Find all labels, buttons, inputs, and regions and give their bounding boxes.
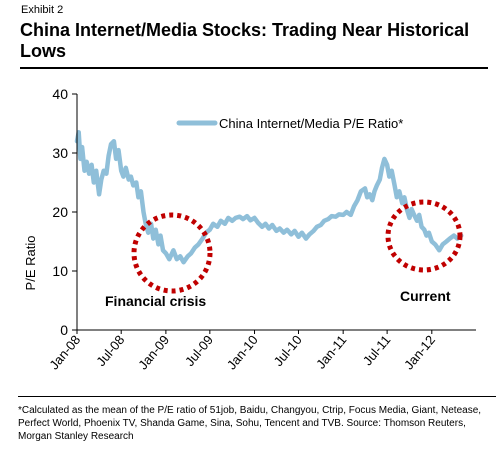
chart-legend: China Internet/Media P/E Ratio* [176, 116, 403, 131]
x-axis: Jan-08 Jul-08 Jan-09 Jul-09 Jan-10 Jul-10 Jan-… [46, 329, 476, 372]
x-tick-label: Jul-08 [93, 332, 127, 369]
y-axis-label: P/E Ratio [23, 236, 38, 291]
x-tick-label: Jan-10 [224, 332, 261, 372]
y-axis: 0 10 20 30 40 [52, 86, 78, 338]
x-tick-label: Jan-12 [401, 332, 438, 372]
x-tick-label: Jan-11 [313, 332, 349, 371]
y-tick-label: 0 [60, 322, 68, 338]
y-tick-label: 10 [52, 263, 68, 279]
y-tick-label: 30 [52, 145, 68, 161]
line-chart: 0 10 20 30 40 Jan-08 Jul-08 Jan-09 Jul-09 Jan-10… [23, 86, 476, 372]
annotations: Financial crisis Current [105, 199, 463, 309]
financial-crisis-label: Financial crisis [105, 293, 206, 309]
x-tick-label: Jan-08 [46, 332, 83, 372]
current-label: Current [400, 288, 451, 304]
series-line [74, 130, 464, 265]
exhibit-label: Exhibit 2 [21, 4, 64, 16]
plot-area [74, 130, 464, 265]
title-divider [20, 67, 488, 69]
x-tick-label: Jul-10 [271, 332, 305, 369]
chart-footnote: *Calculated as the mean of the P/E ratio… [18, 396, 496, 443]
y-tick-label: 40 [52, 86, 68, 102]
y-tick-label: 20 [52, 204, 68, 220]
x-tick-label: Jul-11 [360, 332, 394, 368]
current-highlight [385, 199, 463, 273]
x-tick-label: Jan-09 [135, 332, 172, 372]
financial-crisis-highlight [131, 212, 213, 294]
chart-title: China Internet/Media Stocks: Trading Nea… [20, 20, 470, 61]
legend-label: China Internet/Media P/E Ratio* [219, 116, 403, 131]
x-tick-label: Jul-09 [182, 332, 216, 369]
